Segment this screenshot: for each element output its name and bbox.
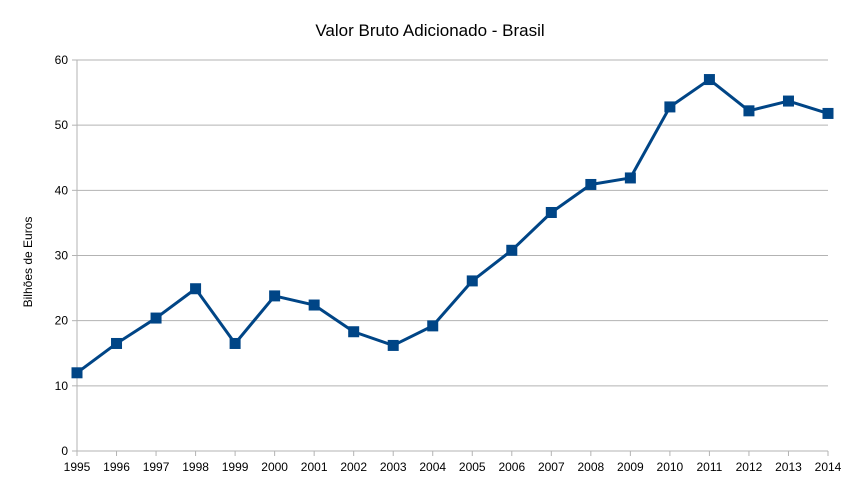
- y-tick-label: 50: [55, 118, 69, 132]
- x-tick-label: 1998: [182, 460, 209, 474]
- x-tick-label: 1999: [222, 460, 249, 474]
- x-tick-label: 2002: [340, 460, 367, 474]
- data-point: [269, 290, 281, 302]
- y-tick-label: 10: [55, 379, 69, 393]
- data-point: [348, 326, 360, 338]
- x-tick-label: 1995: [64, 460, 91, 474]
- data-point: [782, 95, 794, 107]
- y-axis-title: Bilhões de Euros: [21, 217, 35, 308]
- data-point: [664, 101, 676, 113]
- y-axis-ticks: 0 10 20 30 40 50 60: [55, 53, 77, 458]
- y-tick-label: 20: [55, 314, 69, 328]
- x-tick-label: 2007: [538, 460, 565, 474]
- x-axis-ticks: 1995 1996 1997 1998 1999 2000 2001 2002 2003 2004…: [64, 451, 842, 474]
- y-tick-label: 0: [61, 444, 68, 458]
- data-point: [506, 244, 518, 256]
- chart-title: Valor Bruto Adicionado - Brasil: [315, 21, 544, 40]
- x-tick-label: 2013: [775, 460, 802, 474]
- y-tick-label: 60: [55, 53, 69, 67]
- y-tick-label: 30: [55, 249, 69, 263]
- x-tick-label: 2009: [617, 460, 644, 474]
- y-tick-label: 40: [55, 183, 69, 197]
- data-point: [545, 206, 557, 218]
- data-point: [624, 172, 636, 184]
- series-line: [75, 78, 830, 375]
- data-point: [71, 367, 83, 379]
- x-tick-label: 2010: [657, 460, 684, 474]
- x-tick-label: 2001: [301, 460, 328, 474]
- gridlines: [77, 59, 828, 452]
- x-tick-label: 2005: [459, 460, 486, 474]
- data-point: [822, 107, 834, 119]
- x-tick-label: 2014: [815, 460, 842, 474]
- x-tick-label: 2003: [380, 460, 407, 474]
- data-point: [190, 283, 202, 295]
- x-tick-label: 2004: [419, 460, 446, 474]
- data-point: [703, 74, 715, 86]
- x-tick-label: 2000: [261, 460, 288, 474]
- series-polyline: [75, 78, 830, 375]
- data-point: [466, 275, 478, 287]
- x-tick-label: 2011: [697, 460, 723, 474]
- x-tick-label: 1997: [143, 460, 170, 474]
- data-point: [308, 299, 320, 311]
- data-markers: [71, 74, 834, 379]
- data-point: [427, 320, 439, 332]
- x-tick-label: 2008: [577, 460, 604, 474]
- data-point: [111, 337, 123, 349]
- x-tick-label: 1996: [103, 460, 130, 474]
- data-point: [743, 105, 755, 117]
- x-tick-label: 2012: [736, 460, 763, 474]
- x-tick-label: 2006: [498, 460, 525, 474]
- data-point: [229, 337, 241, 349]
- data-point: [387, 339, 399, 351]
- data-point: [150, 312, 162, 324]
- data-point: [585, 178, 597, 190]
